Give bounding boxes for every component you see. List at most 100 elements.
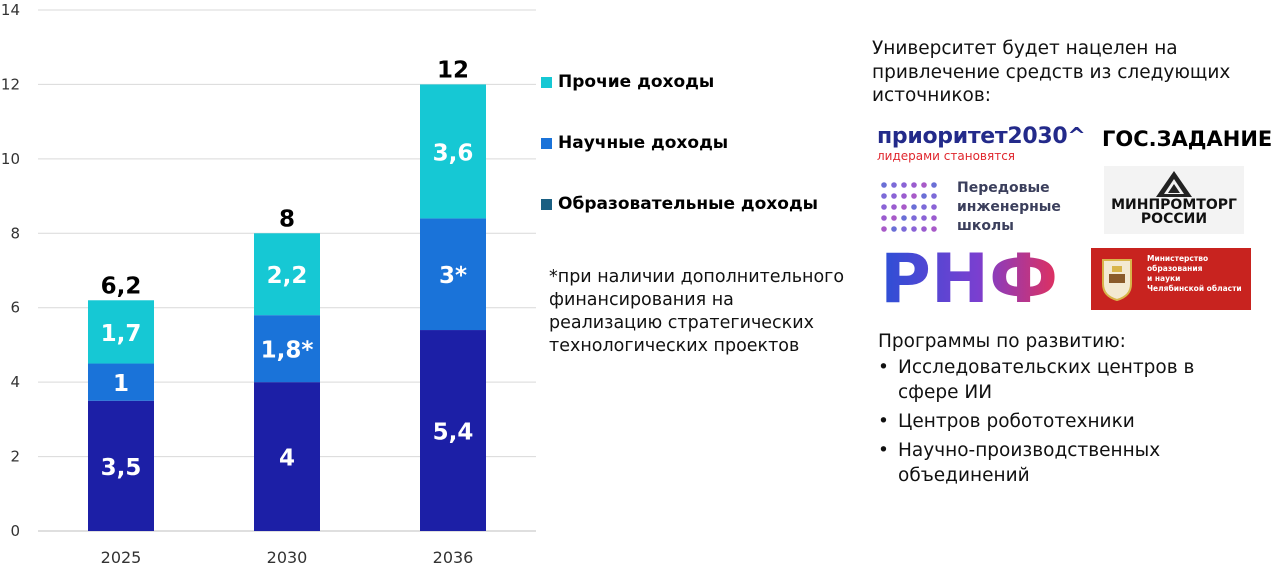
bullet-icon: • (878, 411, 889, 432)
program-label: Центров робототехники (898, 411, 1135, 432)
priority-2030-subtitle: лидерами становятся (877, 149, 1016, 163)
priority-2030-logo: приоритет2030^ лидерами становятся (877, 124, 1086, 163)
minpromtorg-logo: МИНПРОМТОРГ РОССИИ (1104, 166, 1244, 234)
legend-item-education: Образовательные доходы (541, 194, 818, 214)
logo-dot (891, 226, 897, 232)
logo-dot (911, 215, 917, 221)
bar-total-label: 12 (437, 57, 469, 83)
y-tick-label: 12 (1, 75, 20, 93)
rnf-logo: РНФ (880, 240, 1060, 319)
bar-value-label: 3* (439, 263, 467, 289)
logo-dot (881, 182, 887, 188)
logo-dot (891, 182, 897, 188)
priority-2030-title: приоритет2030^ (877, 124, 1086, 149)
legend-swatch-education (541, 198, 552, 210)
ministry-line4: Челябинской области (1147, 284, 1242, 293)
coat-of-arms-icon (1102, 259, 1132, 302)
logo-dot (881, 226, 887, 232)
bar-segment (254, 382, 320, 531)
bullet-icon: • (878, 440, 889, 461)
engineering-schools-logo: Передовые инженерные школы (880, 180, 1080, 236)
program-label: Научно-производственных объединений (898, 440, 1161, 486)
x-tick-label: 2030 (267, 548, 308, 567)
logo-dot (921, 215, 927, 221)
bar-segment (420, 330, 486, 531)
y-tick-label: 4 (10, 373, 20, 391)
ministry-line1: Министерство (1147, 254, 1209, 263)
engineering-schools-line3: школы (957, 218, 1014, 234)
sources-intro: Университет будет нацелен на привлечение… (872, 38, 1231, 106)
logo-dot (931, 215, 937, 221)
logo-dot (911, 226, 917, 232)
logo-dot (931, 182, 937, 188)
bar-segment (88, 363, 154, 401)
x-tick-label: 2036 (433, 548, 474, 567)
gos-zadanie-label: ГОС.ЗАДАНИЕ (1102, 127, 1273, 151)
minpromtorg-line2: РОССИИ (1140, 211, 1208, 227)
bar-segment (254, 233, 320, 316)
programs-title: Программы по развитию: (878, 331, 1126, 352)
engineering-schools-line1: Передовые (957, 180, 1050, 196)
rnf-logo-mark: РНФ (880, 240, 1058, 319)
logo-dot (921, 204, 927, 210)
bar-segment (88, 300, 154, 364)
legend-swatch-other (541, 76, 552, 88)
logo-dot (901, 193, 907, 199)
logo-dot (911, 204, 917, 210)
bar-segment (254, 315, 320, 383)
bar-total-label: 8 (279, 206, 295, 232)
legend-label-education: Образовательные доходы (558, 194, 819, 214)
logo-dot (931, 204, 937, 210)
logo-dot (881, 215, 887, 221)
ministry-line2: образования (1147, 264, 1203, 273)
legend-item-science: Научные доходы (541, 133, 728, 153)
bar-segment (88, 400, 154, 531)
y-tick-label: 10 (1, 150, 20, 168)
dots-grid-icon (881, 182, 937, 232)
logo-dot (931, 226, 937, 232)
x-tick-label: 2025 (101, 548, 142, 567)
bar-value-label: 2,2 (267, 263, 308, 289)
minpromtorg-line1: МИНПРОМТОРГ (1111, 197, 1237, 213)
y-tick-label: 14 (1, 1, 20, 19)
bar-value-label: 1,8* (261, 338, 314, 364)
bar-value-label: 3,5 (101, 455, 142, 481)
chart-footnote: *при наличии дополнительного финансирова… (549, 267, 845, 356)
bar-value-label: 1,7 (101, 321, 142, 347)
program-item-ai-centers: • Исследовательских центров в сфере ИИ (878, 355, 1258, 405)
bar-value-label: 5,4 (433, 420, 474, 446)
bar-value-label: 4 (279, 446, 295, 472)
bar-value-label: 3,6 (433, 140, 474, 166)
programs-list: • Исследовательских центров в сфере ИИ • Ц… (878, 355, 1258, 492)
logo-dot (891, 204, 897, 210)
logo-dot (901, 215, 907, 221)
logo-dot (891, 193, 897, 199)
legend-label-other: Прочие доходы (558, 72, 715, 92)
logo-dot (921, 226, 927, 232)
stacked-bar-chart: 0 2 4 6 8 10 12 14 3,5 1 1,7 6,2 2025 4 1,8* 2,2 8 2030 5,… (1, 1, 536, 567)
engineering-schools-line2: инженерные (957, 199, 1061, 215)
y-tick-label: 2 (10, 448, 20, 466)
program-item-research-production: • Научно-производственных объединений (878, 438, 1258, 488)
legend-item-other: Прочие доходы (541, 72, 714, 92)
bullet-icon: • (878, 357, 889, 378)
logo-dot (931, 193, 937, 199)
bar-value-label: 1 (113, 371, 129, 397)
minpromtorg-emblem-icon (1156, 171, 1192, 197)
bar-segment (420, 84, 486, 219)
y-tick-label: 8 (10, 224, 20, 242)
program-label: Исследовательских центров в сфере ИИ (898, 357, 1195, 403)
logo-dot (901, 182, 907, 188)
legend-label-science: Научные доходы (558, 133, 729, 153)
ministry-education-logo: Министерство образования и науки Челябин… (1091, 248, 1251, 310)
logo-dot (921, 193, 927, 199)
logo-dot (911, 182, 917, 188)
bar-segment (420, 218, 486, 331)
logo-dot (881, 193, 887, 199)
logo-dot (901, 204, 907, 210)
program-item-robotics: • Центров робототехники (878, 409, 1258, 434)
logo-dot (901, 226, 907, 232)
y-tick-label: 6 (10, 299, 20, 317)
legend-swatch-science (541, 137, 552, 149)
rnf-logo-text: РНФ (880, 246, 1058, 310)
